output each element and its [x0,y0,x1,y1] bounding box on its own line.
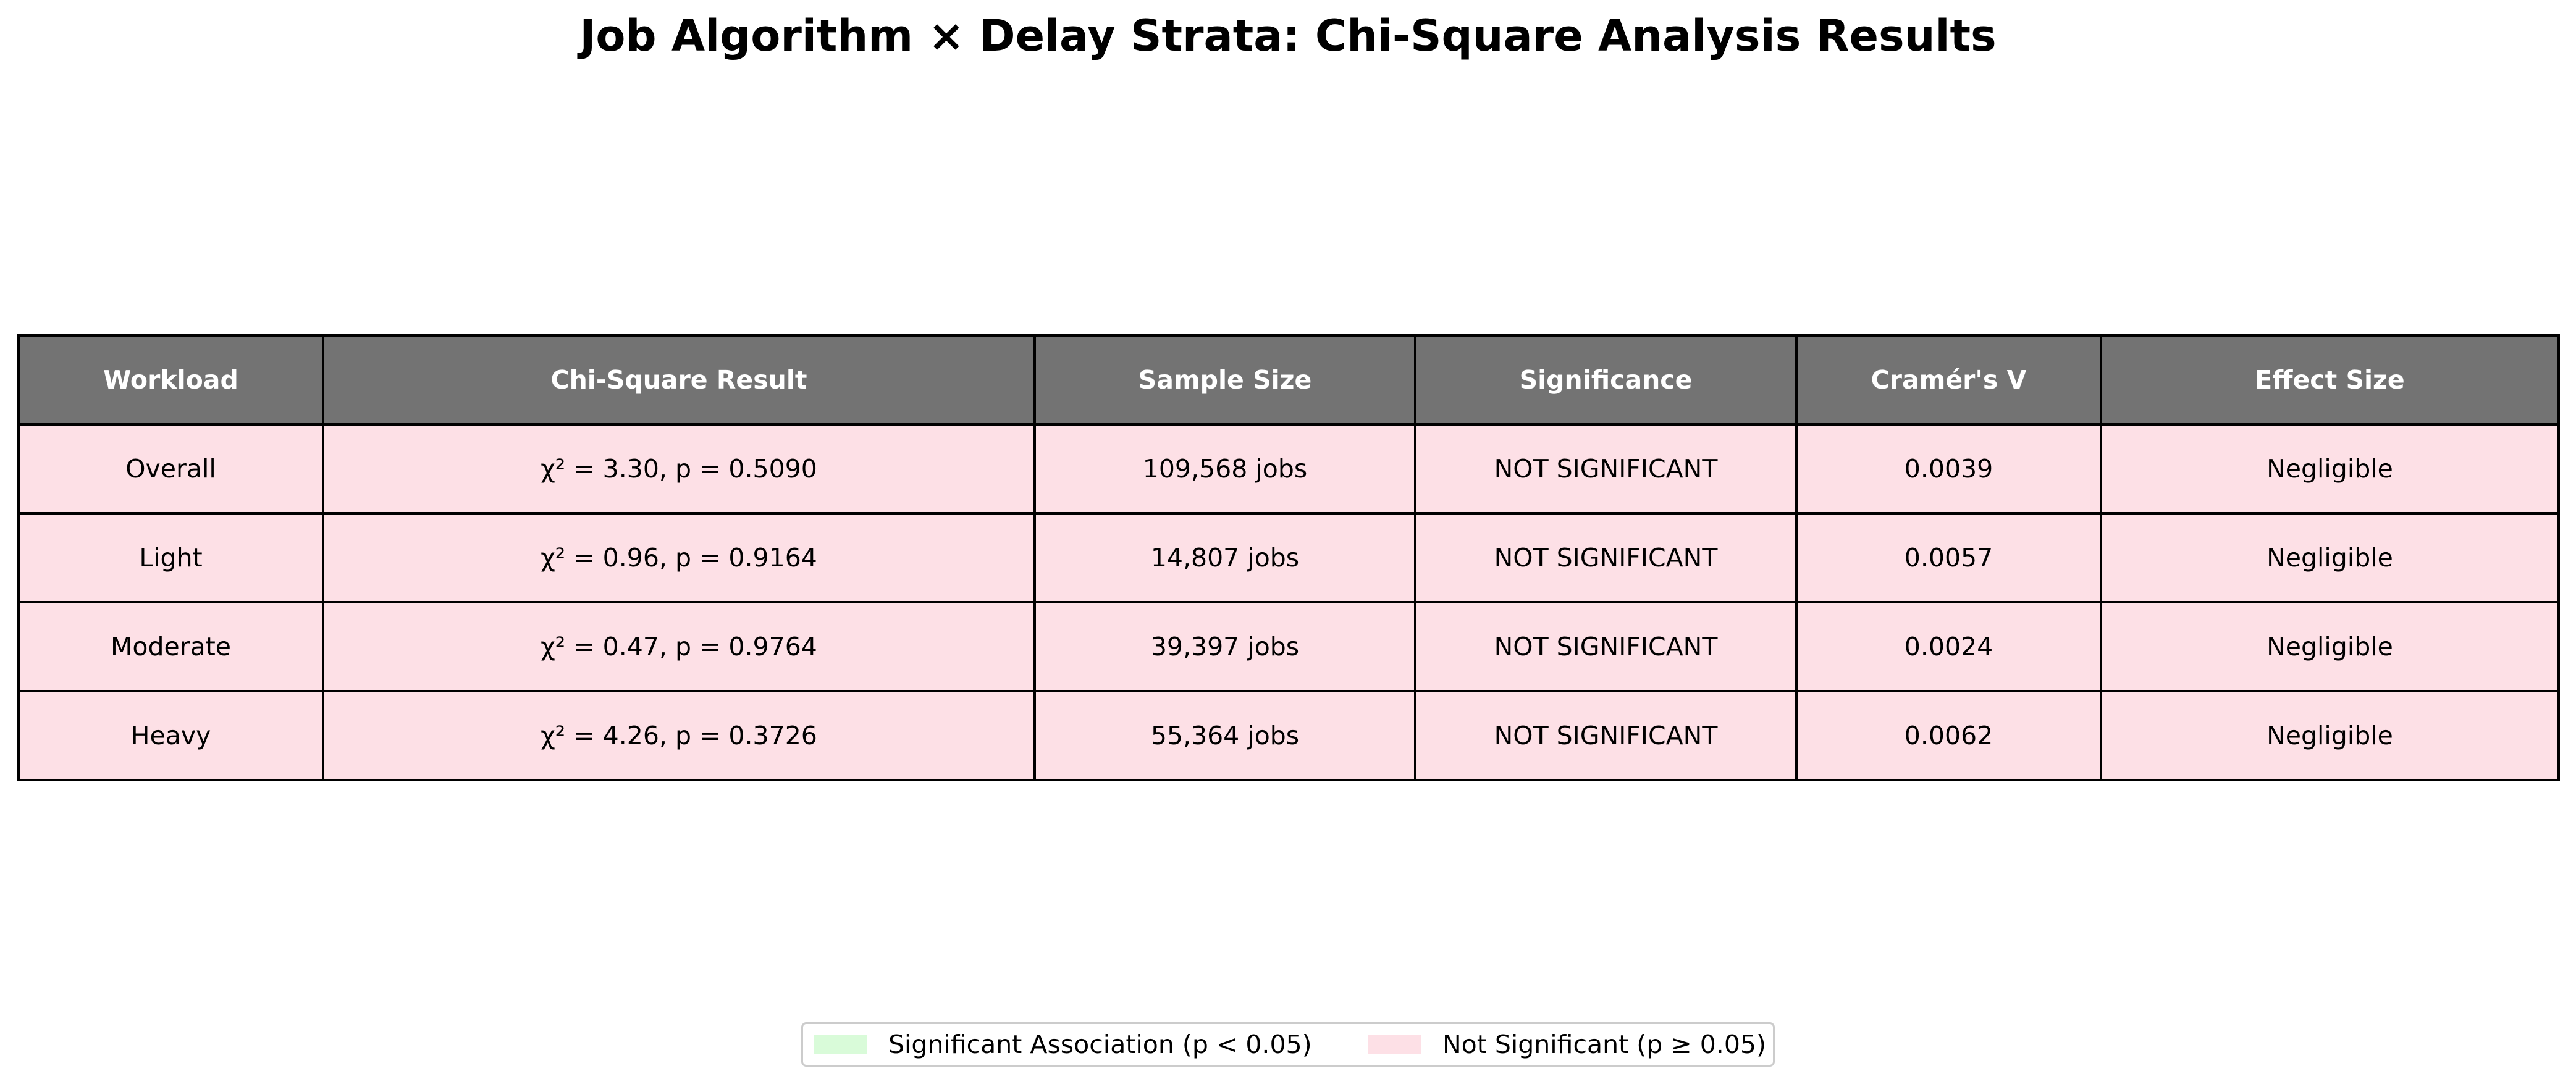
legend: Significant Association (p < 0.05) Not S… [801,1022,1775,1067]
table-cell-cramers-v [1795,601,2102,692]
cell-text-chi-square-result: χ² = 0.96, p = 0.9164 [541,543,817,573]
table-cell-significance [1414,512,1798,603]
legend-label-not-significant: Not Significant (p ≥ 0.05) [1442,1030,1766,1059]
header-label-cramers-v: Cramér's V [1871,365,2027,395]
cell-text-workload: Light [139,543,202,573]
table-cell-significance [1414,601,1798,692]
legend-item-not-significant: Not Significant (p ≥ 0.05) [1368,1024,1766,1065]
header-cell-sample-size [1033,334,1416,426]
header-label-significance: Significance [1520,365,1693,395]
cell-text-cramers-v: 0.0057 [1905,543,1993,573]
table-cell-workload [17,690,324,781]
table-cell-workload [17,601,324,692]
cell-text-significance: NOT SIGNIFICANT [1494,454,1719,484]
cell-text-effect-size: Negligible [2267,454,2393,484]
table-cell-effect-size [2100,601,2560,692]
cell-text-sample-size: 109,568 jobs [1143,454,1307,484]
legend-swatch-significant [814,1035,867,1054]
cell-text-sample-size: 14,807 jobs [1151,543,1299,573]
cell-text-sample-size: 39,397 jobs [1151,632,1299,662]
table-cell-effect-size [2100,423,2560,515]
cell-text-sample-size: 55,364 jobs [1151,721,1299,750]
table-cell-effect-size [2100,512,2560,603]
table-cell-sample-size [1033,601,1416,692]
header-cell-workload [17,334,324,426]
cell-text-workload: Moderate [111,632,231,662]
table-cell-sample-size [1033,423,1416,515]
cell-text-significance: NOT SIGNIFICANT [1494,543,1719,573]
table-cell-sample-size [1033,512,1416,603]
table-cell-cramers-v [1795,690,2102,781]
cell-text-effect-size: Negligible [2267,721,2393,750]
table-cell-workload [17,512,324,603]
table-cell-significance [1414,423,1798,515]
legend-swatch-not-significant [1368,1035,1421,1054]
cell-text-workload: Heavy [131,721,211,750]
cell-text-chi-square-result: χ² = 4.26, p = 0.3726 [541,721,817,750]
chart-title: Job Algorithm × Delay Strata: Chi-Square… [579,11,1997,61]
table-cell-chi-square-result [322,512,1036,603]
table-cell-chi-square-result [322,601,1036,692]
table-cell-effect-size [2100,690,2560,781]
cell-text-effect-size: Negligible [2267,543,2393,573]
cell-text-significance: NOT SIGNIFICANT [1494,721,1719,750]
cell-text-cramers-v: 0.0062 [1905,721,1993,750]
cell-text-chi-square-result: χ² = 3.30, p = 0.5090 [541,454,817,484]
cell-text-workload: Overall [125,454,216,484]
legend-item-significant: Significant Association (p < 0.05) [814,1024,1312,1065]
header-label-chi-square-result: Chi-Square Result [550,365,807,395]
cell-text-cramers-v: 0.0024 [1905,632,1993,662]
table-cell-chi-square-result [322,690,1036,781]
cell-text-cramers-v: 0.0039 [1905,454,1993,484]
table-cell-cramers-v [1795,512,2102,603]
cell-text-chi-square-result: χ² = 0.47, p = 0.9764 [541,632,817,662]
header-label-effect-size: Effect Size [2255,365,2404,395]
legend-label-significant: Significant Association (p < 0.05) [888,1030,1312,1059]
header-label-sample-size: Sample Size [1139,365,1312,395]
header-label-workload: Workload [103,365,238,395]
cell-text-effect-size: Negligible [2267,632,2393,662]
header-cell-chi-square-result [322,334,1036,426]
cell-text-significance: NOT SIGNIFICANT [1494,632,1719,662]
table-cell-chi-square-result [322,423,1036,515]
